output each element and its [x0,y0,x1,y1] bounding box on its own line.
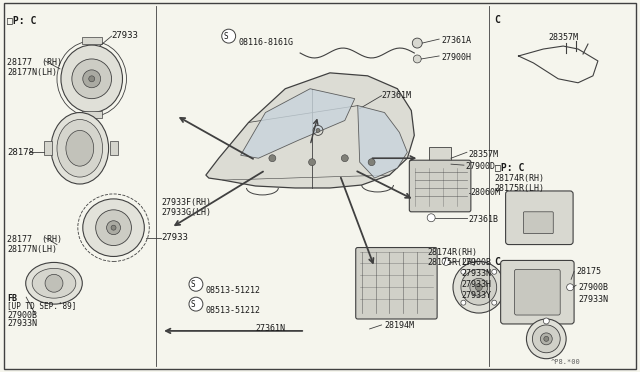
Circle shape [461,269,497,305]
Text: FB: FB [7,294,17,303]
Bar [429,147,451,165]
Circle shape [189,297,203,311]
Circle shape [492,269,497,274]
Ellipse shape [66,131,93,166]
Text: 28177  (RH)
28177N(LH): 28177 (RH) 28177N(LH) [7,235,62,254]
Ellipse shape [61,45,122,113]
Bar [82,110,102,118]
Text: 27361A: 27361A [441,36,471,45]
Text: [UP TD SEP.'89]: [UP TD SEP.'89] [7,301,77,310]
Circle shape [316,128,320,132]
Circle shape [107,221,120,235]
Ellipse shape [32,268,76,298]
Ellipse shape [51,113,109,184]
Text: 27933F(RH)
27933G(LH): 27933F(RH) 27933G(LH) [161,198,211,217]
Circle shape [566,284,573,291]
Text: S: S [191,280,195,289]
Circle shape [427,214,435,222]
Circle shape [269,155,276,162]
Text: 28357M: 28357M [469,150,499,159]
FancyBboxPatch shape [524,212,553,234]
Circle shape [83,70,100,88]
Polygon shape [358,106,407,178]
Circle shape [413,55,421,63]
Circle shape [96,210,131,246]
FancyBboxPatch shape [356,247,437,319]
Circle shape [470,278,488,296]
Text: C: C [495,15,500,25]
Text: 27933N: 27933N [461,269,491,278]
Ellipse shape [83,199,145,256]
Circle shape [442,257,450,265]
Text: 08513-51212: 08513-51212 [206,286,261,295]
Text: 08513-51212: 08513-51212 [206,306,261,315]
Text: □P: C: □P: C [7,15,36,25]
FancyBboxPatch shape [515,269,560,315]
Circle shape [341,155,348,162]
Text: 28060M: 28060M [471,188,501,197]
Circle shape [532,325,560,353]
Circle shape [543,318,549,324]
Text: 28177  (RH)
28177N(LH): 28177 (RH) 28177N(LH) [7,58,62,77]
Text: 08116-8161G: 08116-8161G [239,38,294,47]
FancyBboxPatch shape [410,160,471,212]
Text: ^P8.*00: ^P8.*00 [550,359,580,365]
Text: 28357M: 28357M [548,33,579,42]
Text: 27900B: 27900B [578,283,608,292]
Text: 27361N: 27361N [255,324,285,333]
Text: 27933N: 27933N [578,295,608,304]
Ellipse shape [57,119,102,177]
Text: 28174R(RH)
28175R(LH): 28174R(RH) 28175R(LH) [427,247,477,267]
Circle shape [368,159,375,166]
Text: 27933: 27933 [111,31,138,40]
Bar [82,37,102,44]
Text: 28178: 28178 [7,148,34,157]
Circle shape [72,59,111,99]
Ellipse shape [26,262,83,304]
Polygon shape [206,73,414,188]
FancyBboxPatch shape [506,191,573,244]
Circle shape [111,225,116,230]
Text: S: S [223,32,228,41]
Text: 27933Y: 27933Y [461,291,491,300]
Circle shape [476,284,483,291]
Circle shape [189,277,203,291]
Text: 28174R(RH)
28175R(LH): 28174R(RH) 28175R(LH) [495,174,545,193]
Text: 27900H: 27900H [441,53,471,62]
Circle shape [308,159,316,166]
Text: C: C [495,257,500,267]
Text: 28194M: 28194M [385,321,415,330]
Text: 28175: 28175 [576,267,601,276]
Circle shape [540,333,552,345]
Text: 27933N: 27933N [7,319,37,328]
Circle shape [544,336,548,341]
Polygon shape [241,89,355,158]
Bar [44,141,52,155]
Circle shape [461,300,466,305]
Text: S: S [191,299,195,309]
FancyBboxPatch shape [500,260,574,324]
Text: 27900B: 27900B [461,259,491,267]
Circle shape [453,262,504,313]
Text: 27933: 27933 [161,232,188,242]
Text: 27361M: 27361M [381,91,412,100]
Text: 27900B: 27900B [7,311,37,320]
Circle shape [527,319,566,359]
Text: 27900D: 27900D [466,162,496,171]
Bar [109,141,118,155]
Circle shape [492,300,497,305]
Text: 27933H: 27933H [461,280,491,289]
Text: □P: C: □P: C [495,162,524,172]
Circle shape [45,274,63,292]
Circle shape [89,76,95,82]
Circle shape [412,38,422,48]
Text: 27361B: 27361B [469,215,499,224]
Circle shape [221,29,236,43]
Circle shape [461,269,466,274]
